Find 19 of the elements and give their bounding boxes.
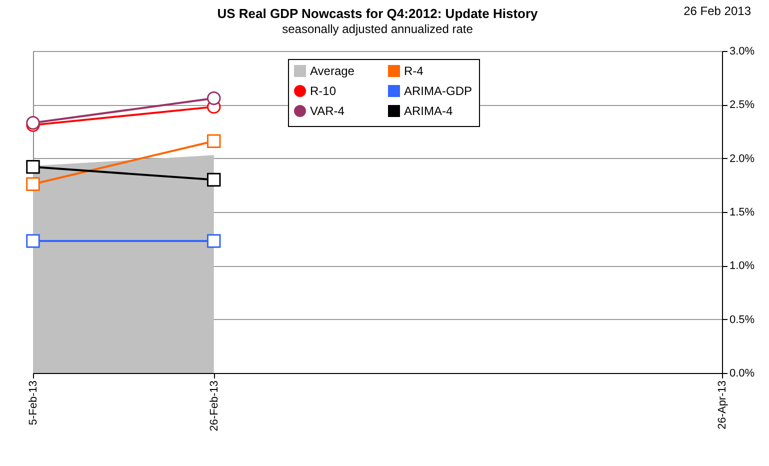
x-tick-label: 26-Feb-13: [208, 380, 220, 432]
y-tick-label: 2.5%: [730, 99, 755, 112]
legend-label: R-4: [404, 64, 424, 78]
legend-label: ARIMA-4: [404, 104, 453, 118]
legend-label: R-10: [310, 84, 336, 98]
chart-subtitle: seasonally adjusted annualized rate: [282, 22, 474, 36]
y-tick-label: 2.0%: [730, 152, 755, 165]
legend-label: ARIMA-GDP: [404, 84, 472, 98]
y-tick-label: 0.5%: [730, 314, 755, 326]
text: 26 Feb 2013: [684, 4, 751, 18]
y-tick-label: 1.5%: [730, 206, 755, 218]
y-tick-label: 0.0%: [730, 368, 755, 380]
x-tick-label: 5-Feb-13: [28, 380, 40, 426]
y-tick-label: 1.0%: [730, 260, 755, 272]
y-tick-label: 3.0%: [730, 46, 755, 58]
legend-label: VAR-4: [310, 104, 345, 118]
chart-title: US Real GDP Nowcasts for Q4:2012: Update History: [217, 6, 539, 21]
x-tick-label: 26-Apr-13: [716, 380, 728, 430]
legend-label: Average: [310, 64, 355, 78]
